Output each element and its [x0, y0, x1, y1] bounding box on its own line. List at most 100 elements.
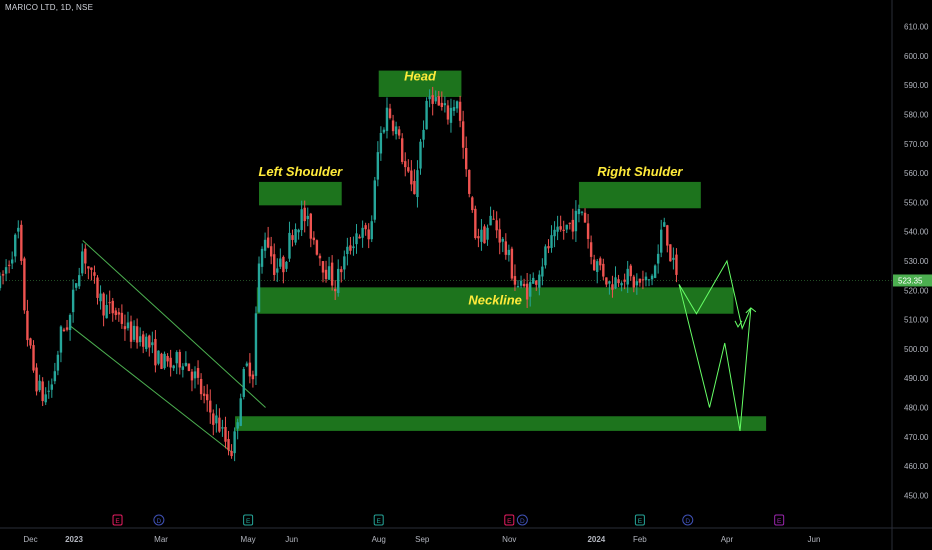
- candle-body: [568, 222, 571, 224]
- candle-body: [474, 208, 477, 239]
- right-shoulder-label: Right Shulder: [597, 164, 683, 179]
- candle-body: [288, 232, 291, 259]
- candle-body: [599, 258, 602, 266]
- candle-body: [269, 246, 273, 257]
- earnings-marker-icon: [634, 514, 645, 526]
- candle-body: [32, 345, 35, 371]
- candles-group: [0, 86, 678, 462]
- y-tick-label: 490.00: [904, 374, 929, 383]
- candle-body: [135, 326, 139, 343]
- candle-body: [279, 258, 282, 267]
- x-tick-label: 2024: [587, 535, 605, 544]
- candle-body: [178, 351, 181, 368]
- candle-body: [465, 148, 468, 170]
- y-tick-label: 460.00: [904, 462, 929, 471]
- candle-body: [370, 221, 373, 240]
- event-marker-letter: E: [115, 518, 120, 525]
- right-shoulder-zone: [578, 181, 701, 209]
- candle-body: [443, 103, 447, 106]
- neckline-zone: [256, 287, 734, 314]
- candle-body: [455, 101, 459, 109]
- candle-body: [458, 101, 462, 121]
- candle-body: [276, 268, 279, 273]
- candle-body: [218, 417, 221, 432]
- candle-body: [212, 413, 215, 425]
- dividend-marker-icon: [682, 514, 694, 526]
- candle-body: [489, 215, 492, 226]
- candle-body: [163, 353, 166, 369]
- candle-body: [315, 240, 319, 255]
- candle-body: [138, 336, 142, 343]
- candle-body: [498, 229, 501, 243]
- candle-body: [407, 167, 410, 172]
- event-marker: D: [516, 514, 528, 526]
- candle-body: [532, 277, 535, 284]
- candle-body: [196, 368, 200, 378]
- candle-body: [309, 213, 312, 239]
- candle-body: [373, 180, 376, 220]
- candle-body: [669, 244, 672, 262]
- projection-path-up: [678, 259, 752, 330]
- last-price-badge: [893, 274, 932, 287]
- earnings-marker-icon: [112, 514, 123, 526]
- projection-path-down: [678, 284, 752, 431]
- candle-body: [632, 276, 635, 288]
- candle-body: [611, 284, 614, 290]
- left-shoulder-zone: [259, 181, 342, 206]
- candle-body: [641, 279, 645, 281]
- candle-body: [187, 363, 191, 372]
- candle-body: [596, 261, 599, 272]
- candle-body: [105, 304, 108, 319]
- candle-body: [236, 422, 239, 429]
- candle-body: [425, 100, 428, 130]
- candle-body: [538, 274, 541, 288]
- candle-body: [544, 246, 547, 266]
- last-price-label: 523.35: [898, 276, 923, 285]
- candle-body: [151, 342, 154, 346]
- head-zone: [378, 70, 462, 97]
- candle-body: [209, 400, 212, 413]
- neckline-label: Neckline: [468, 292, 521, 307]
- y-tick-label: 470.00: [904, 433, 929, 442]
- candle-body: [559, 226, 562, 230]
- y-tick-label: 570.00: [904, 140, 929, 149]
- candle-body: [199, 378, 203, 395]
- candle-body: [428, 96, 431, 100]
- x-tick-label: Nov: [502, 535, 516, 544]
- candle-body: [327, 266, 331, 280]
- candle-body: [519, 280, 523, 286]
- candle-body: [99, 293, 102, 302]
- candle-body: [1, 274, 5, 276]
- candle-body: [81, 251, 84, 274]
- candle-body: [376, 152, 380, 180]
- channel-upper-line: [82, 240, 266, 408]
- candle-body: [635, 281, 639, 286]
- candle-body: [53, 371, 57, 382]
- candle-body: [394, 126, 398, 135]
- candle-body: [571, 219, 575, 232]
- y-tick-label: 610.00: [904, 23, 929, 32]
- candle-body: [233, 431, 236, 454]
- y-tick-label: 600.00: [904, 52, 929, 61]
- candle-body: [644, 276, 648, 281]
- candle-body: [431, 95, 434, 104]
- event-marker: E: [112, 514, 123, 526]
- candle-body: [647, 279, 651, 281]
- candle-body: [68, 314, 72, 331]
- candle-body: [29, 338, 32, 346]
- candle-body: [260, 248, 264, 267]
- candle-body: [391, 120, 395, 132]
- candle-body: [656, 253, 660, 264]
- x-tick-label: Jun: [285, 535, 298, 544]
- y-tick-label: 480.00: [904, 403, 929, 412]
- candle-body: [38, 380, 41, 391]
- event-marker-letter: D: [685, 518, 690, 525]
- candle-body: [547, 246, 550, 249]
- candle-body: [358, 236, 361, 239]
- candle-body: [47, 390, 50, 392]
- candle-body: [90, 267, 93, 270]
- candle-body: [660, 229, 663, 253]
- x-tick-label: Sep: [415, 535, 430, 544]
- candle-body: [556, 226, 559, 232]
